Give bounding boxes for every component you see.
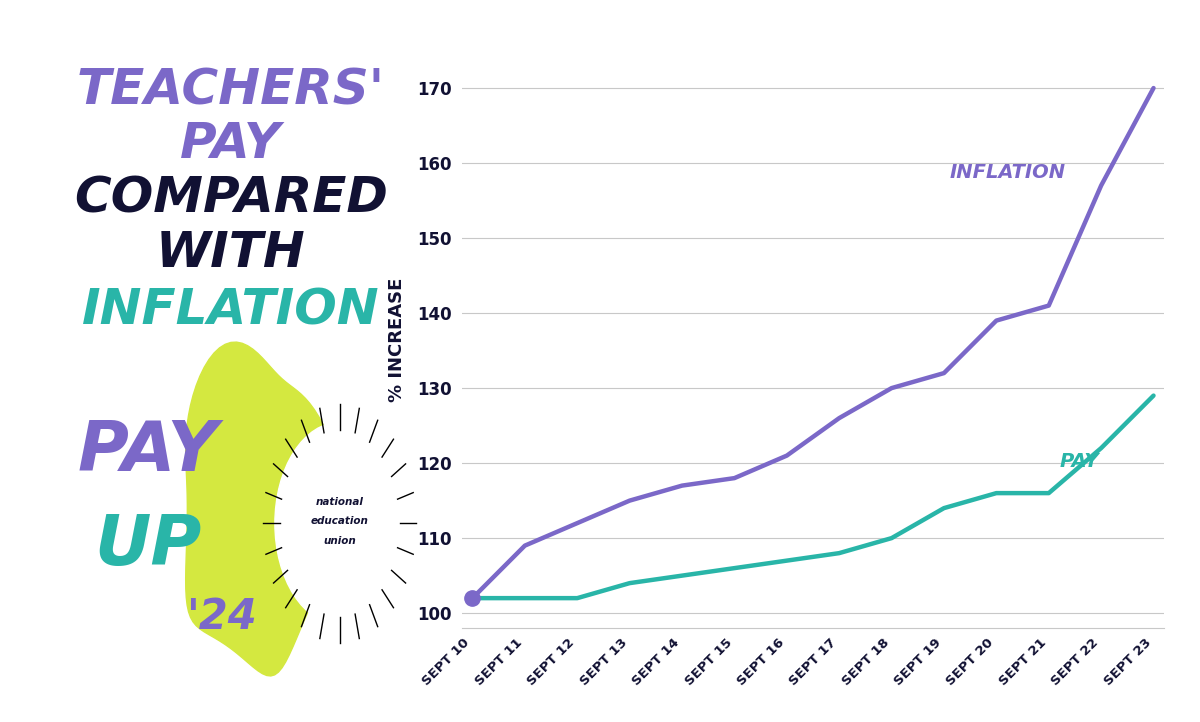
Text: COMPARED: COMPARED	[74, 175, 388, 222]
Circle shape	[275, 422, 404, 625]
Polygon shape	[186, 342, 344, 676]
Text: national: national	[316, 497, 364, 507]
Text: TEACHERS': TEACHERS'	[77, 66, 385, 114]
Text: PAY: PAY	[78, 418, 218, 484]
Text: union: union	[323, 536, 356, 546]
Text: INFLATION: INFLATION	[949, 163, 1066, 182]
Text: PAY: PAY	[1060, 452, 1099, 471]
Text: PAY: PAY	[180, 121, 282, 168]
Text: education: education	[311, 516, 368, 526]
Y-axis label: % INCREASE: % INCREASE	[388, 277, 406, 401]
Text: INFLATION: INFLATION	[82, 287, 380, 334]
Text: WITH: WITH	[156, 229, 306, 277]
Text: UP: UP	[94, 512, 202, 578]
Text: '24: '24	[186, 596, 257, 638]
